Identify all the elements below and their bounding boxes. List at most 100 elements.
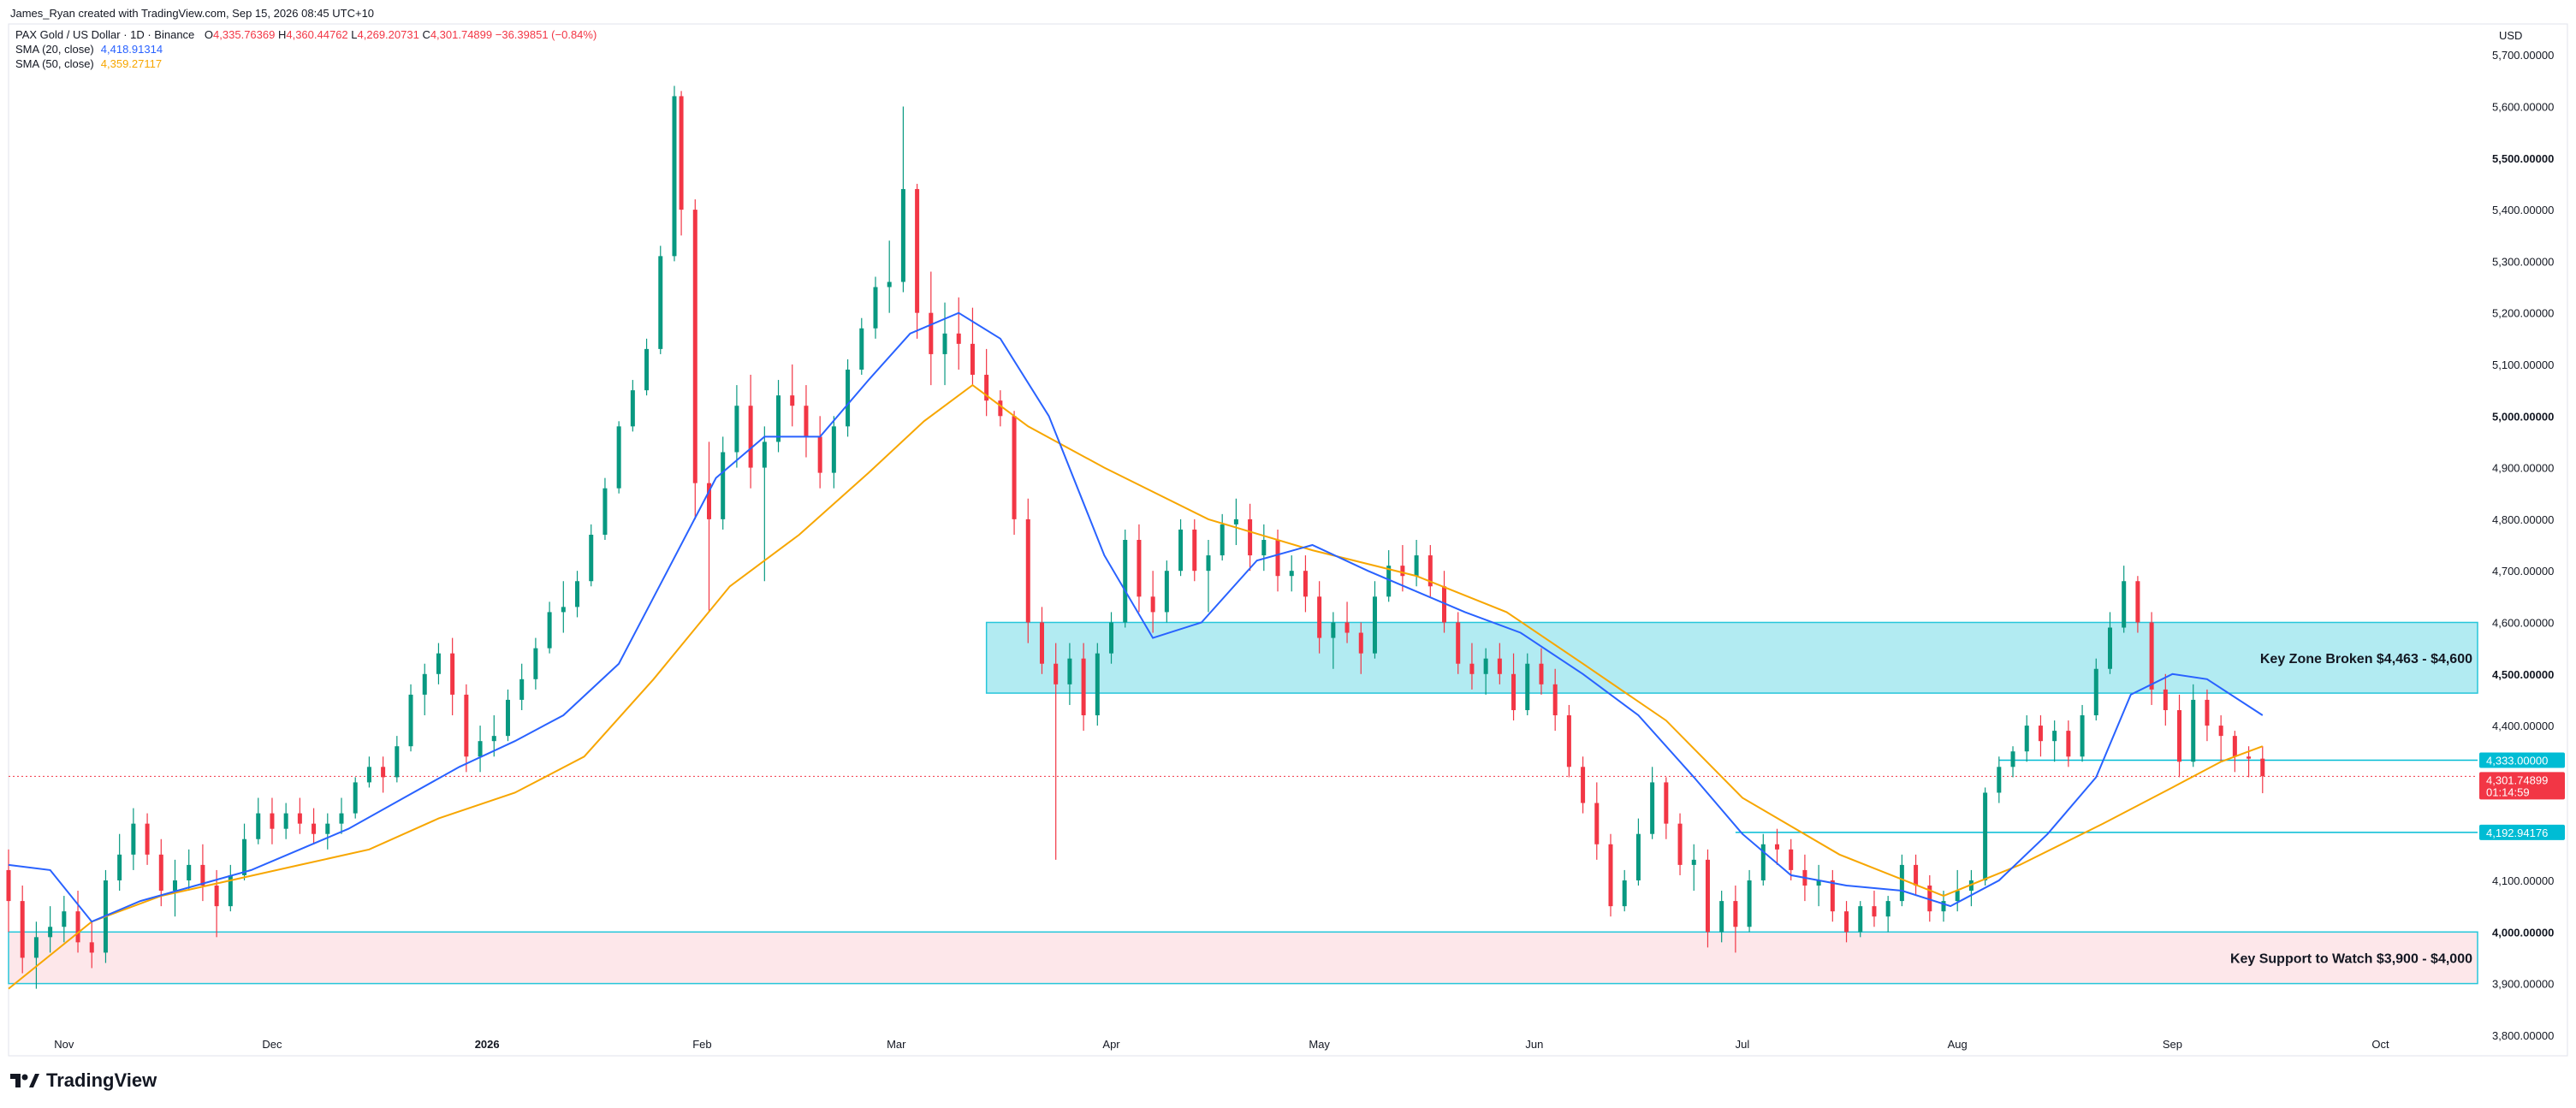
candle-body-87 (1206, 555, 1211, 572)
level-tag-0-bg (2479, 752, 2565, 768)
candle-body-20 (283, 813, 288, 829)
x-tick-label-1: Dec (262, 1038, 282, 1051)
candle-body-104 (1442, 586, 1447, 623)
candle-body-36 (505, 699, 510, 737)
candle-body-41 (575, 581, 580, 607)
low-label: L (351, 28, 358, 41)
candle-body-32 (450, 653, 455, 695)
candle-body-54 (748, 406, 753, 468)
sma20-label: SMA (20, close) (15, 43, 94, 56)
candle-body-0 (6, 869, 11, 902)
candle-body-125 (1733, 901, 1738, 927)
candle-body-110 (1525, 663, 1530, 710)
candle-body-85 (1178, 529, 1184, 572)
candle-body-97 (1344, 622, 1350, 633)
candle-body-62 (859, 328, 864, 370)
candle-body-23 (325, 823, 330, 834)
candle-body-113 (1566, 715, 1571, 767)
x-tick-label-9: Aug (1948, 1038, 1968, 1051)
candle-body-124 (1719, 901, 1724, 933)
candle-body-14 (200, 864, 205, 886)
y-tick-label-16: 3,900.00000 (2492, 978, 2554, 991)
candle-body-19 (270, 813, 275, 829)
candle-body-75 (1039, 622, 1044, 664)
candle-body-73 (1012, 416, 1017, 519)
y-tick-label-17: 3,800.00000 (2492, 1029, 2554, 1042)
candle-body-143 (1983, 792, 1988, 880)
candle-body-120 (1664, 782, 1669, 824)
candle-body-161 (2232, 736, 2237, 757)
candle-body-5 (75, 911, 80, 943)
candle-body-76 (1054, 663, 1059, 684)
candle-body-146 (2024, 726, 2029, 752)
y-tick-label-5: 5,200.00000 (2492, 307, 2554, 320)
candle-body-151 (2093, 668, 2098, 716)
candle-body-92 (1275, 540, 1280, 577)
candle-body-47 (658, 256, 663, 349)
y-tick-label-15: 4,000.00000 (2492, 926, 2554, 939)
candle-body-163 (2260, 758, 2265, 777)
tradingview-logo[interactable]: TradingView (10, 1069, 157, 1092)
sma50-legend-row[interactable]: SMA (50, close) 4,359.27117 (15, 56, 597, 71)
candle-body-68 (942, 333, 947, 354)
candle-body-79 (1095, 653, 1100, 716)
candle-body-122 (1691, 859, 1696, 865)
time-axis[interactable]: Nov Dec 2026 Feb Mar Apr May Jun Jul Aug Sep Oct (54, 1038, 2389, 1051)
zone-label-0: Key Zone Broken $4,463 - $4,600 (2260, 652, 2472, 667)
open-value: 4,335.76369 (213, 28, 276, 41)
candle-body-139 (1927, 886, 1932, 912)
candle-body-144 (1997, 767, 2002, 793)
candle-body-131 (1816, 880, 1821, 886)
candle-body-64 (887, 281, 892, 287)
candle-body-74 (1025, 518, 1030, 623)
candle-body-60 (831, 426, 836, 473)
y-tick-label-13: 4,400.00000 (2492, 720, 2554, 732)
close-label: C (422, 28, 430, 41)
candle-body-95 (1317, 596, 1322, 638)
candle-body-90 (1248, 518, 1253, 556)
candle-body-105 (1456, 622, 1461, 664)
candle-body-17 (242, 838, 247, 875)
y-tick-label-0: 5,700.00000 (2492, 49, 2554, 62)
candle-body-22 (312, 823, 317, 834)
candle-body-26 (366, 767, 371, 783)
candle-body-117 (1622, 880, 1627, 907)
candle-body-39 (547, 612, 552, 649)
sma20-legend-row[interactable]: SMA (20, close) 4,418.91314 (15, 42, 597, 56)
candle-body-15 (214, 886, 219, 907)
candle-body-102 (1414, 555, 1419, 577)
x-tick-label-2: 2026 (475, 1038, 500, 1051)
zone-rect-1[interactable] (8, 931, 2478, 985)
sma-layer (8, 311, 2264, 990)
price-axis[interactable]: USD 5,700.00000 5,600.00000 5,500.00000 5,4… (2492, 29, 2554, 1042)
candle-body-29 (408, 694, 413, 747)
candle-body-99 (1372, 596, 1377, 654)
last-price-tag-text-1: 01:14:59 (2486, 785, 2530, 798)
candle-body-2 (33, 937, 39, 958)
candle-body-91 (1261, 540, 1267, 556)
candle-body-11 (158, 854, 163, 892)
zones-layer: Key Zone Broken $4,463 - $4,600 Key Suppo… (8, 621, 2478, 985)
y-tick-label-12: 4,500.00000 (2492, 668, 2554, 681)
candle-body-162 (2247, 756, 2252, 759)
candle-body-25 (353, 782, 358, 814)
candle-body-148 (2052, 731, 2057, 742)
candle-body-59 (817, 436, 822, 473)
candle-body-18 (256, 813, 261, 839)
candle-body-46 (644, 348, 650, 391)
candle-body-128 (1775, 844, 1780, 850)
candle-body-10 (145, 823, 150, 855)
y-tick-label-11: 4,600.00000 (2492, 616, 2554, 629)
sma50-value: 4,359.27117 (100, 57, 163, 70)
x-tick-label-11: Oct (2371, 1038, 2389, 1051)
candle-body-28 (395, 746, 400, 778)
sma20-line[interactable] (8, 311, 2264, 923)
candles-layer (6, 86, 2265, 989)
candle-body-157 (2177, 709, 2182, 762)
zone-rect-0[interactable] (985, 621, 2478, 694)
candle-body-109 (1511, 673, 1517, 710)
sma50-line[interactable] (8, 383, 2264, 990)
y-tick-label-4: 5,300.00000 (2492, 255, 2554, 268)
y-tick-label-7: 5,000.00000 (2492, 410, 2554, 423)
